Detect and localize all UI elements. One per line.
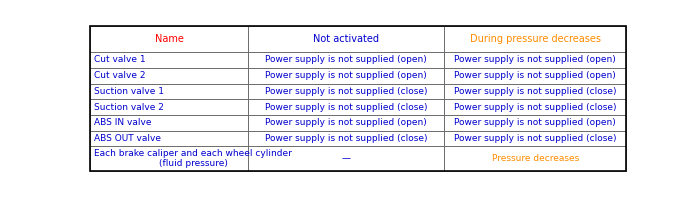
Bar: [248, 84, 444, 99]
Bar: [248, 131, 444, 146]
Bar: [248, 146, 444, 171]
Bar: [90, 115, 248, 131]
Bar: [248, 99, 444, 115]
Bar: [444, 131, 626, 146]
Bar: [90, 131, 248, 146]
Bar: [90, 68, 248, 84]
Text: Power supply is not supplied (open): Power supply is not supplied (open): [266, 56, 427, 64]
Bar: [248, 52, 444, 68]
Bar: [444, 68, 626, 84]
Bar: [444, 84, 626, 99]
Text: Power supply is not supplied (open): Power supply is not supplied (open): [454, 71, 616, 80]
Text: Cut valve 1: Cut valve 1: [94, 56, 146, 64]
Text: Each brake caliper and each wheel cylinder
(fluid pressure): Each brake caliper and each wheel cylind…: [94, 149, 292, 168]
Text: Pressure decreases: Pressure decreases: [491, 154, 579, 163]
Text: Power supply is not supplied (close): Power supply is not supplied (close): [454, 87, 617, 96]
Bar: [444, 99, 626, 115]
Text: Power supply is not supplied (open): Power supply is not supplied (open): [266, 118, 427, 127]
Text: Power supply is not supplied (open): Power supply is not supplied (open): [266, 71, 427, 80]
Bar: [90, 26, 248, 52]
Bar: [444, 26, 626, 52]
Text: Power supply is not supplied (close): Power supply is not supplied (close): [265, 103, 427, 112]
Bar: [248, 68, 444, 84]
Bar: [444, 146, 626, 171]
Text: Name: Name: [154, 34, 184, 44]
Text: Power supply is not supplied (close): Power supply is not supplied (close): [265, 134, 427, 143]
Text: Power supply is not supplied (close): Power supply is not supplied (close): [454, 134, 617, 143]
Bar: [444, 115, 626, 131]
Text: Suction valve 1: Suction valve 1: [94, 87, 164, 96]
Text: Power supply is not supplied (close): Power supply is not supplied (close): [265, 87, 427, 96]
Text: During pressure decreases: During pressure decreases: [470, 34, 600, 44]
Text: Power supply is not supplied (open): Power supply is not supplied (open): [454, 118, 616, 127]
Bar: [90, 146, 248, 171]
Text: ABS IN valve: ABS IN valve: [94, 118, 152, 127]
Bar: [248, 115, 444, 131]
Text: Suction valve 2: Suction valve 2: [94, 103, 164, 112]
Text: Power supply is not supplied (close): Power supply is not supplied (close): [454, 103, 617, 112]
Bar: [90, 99, 248, 115]
Text: Power supply is not supplied (open): Power supply is not supplied (open): [454, 56, 616, 64]
Text: —: —: [342, 154, 351, 163]
Bar: [248, 26, 444, 52]
Text: Not activated: Not activated: [313, 34, 379, 44]
Text: Cut valve 2: Cut valve 2: [94, 71, 146, 80]
Bar: [90, 52, 248, 68]
Bar: [90, 84, 248, 99]
Bar: [444, 52, 626, 68]
Text: ABS OUT valve: ABS OUT valve: [94, 134, 161, 143]
